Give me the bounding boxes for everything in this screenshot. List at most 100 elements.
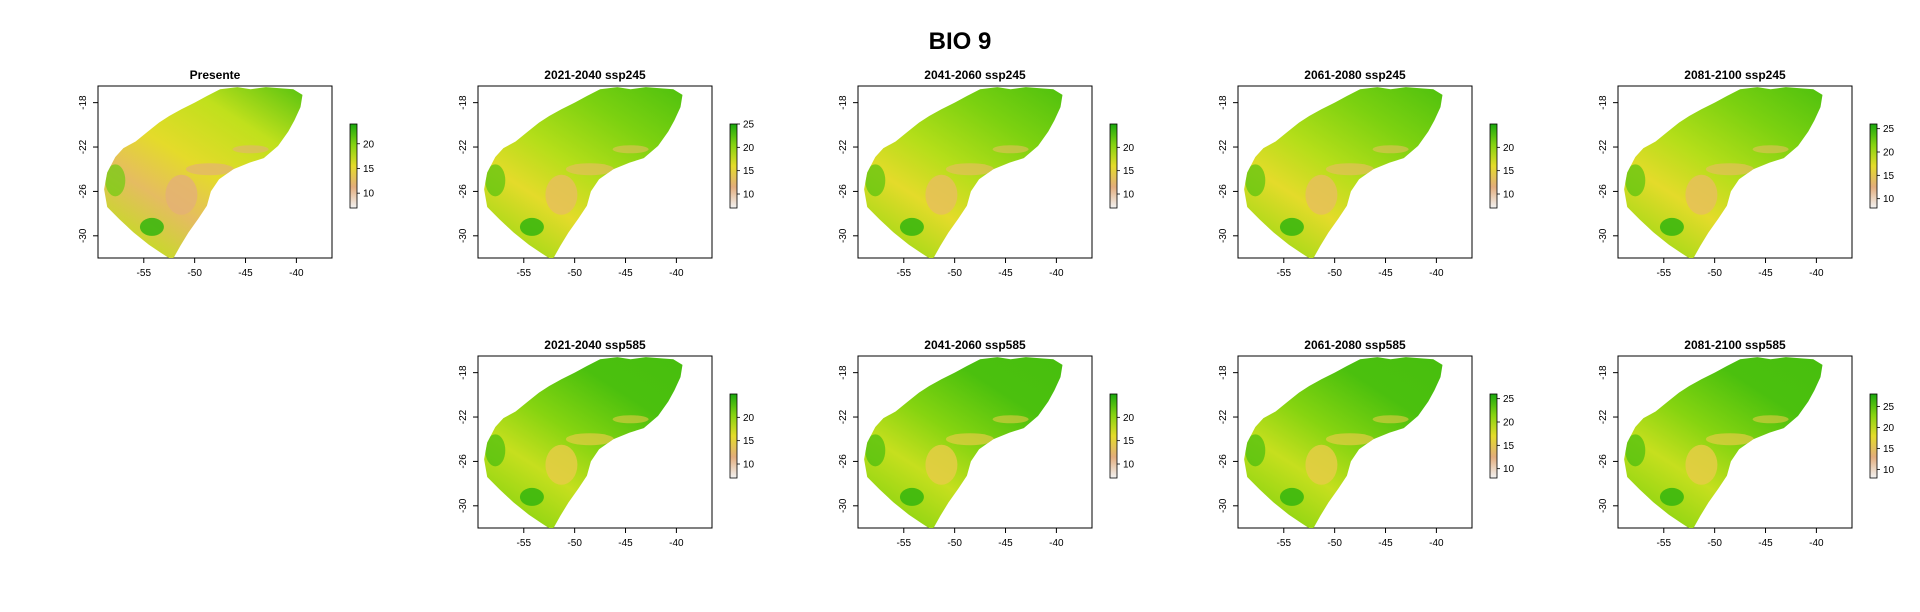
x-tick-label: -50 bbox=[567, 268, 582, 279]
panel-title: 2041-2060 ssp245 bbox=[924, 68, 1026, 82]
plot-frame bbox=[97, 85, 333, 259]
y-tick-label: -22 bbox=[1598, 139, 1609, 154]
legend-tick-label: 10 bbox=[1503, 464, 1515, 475]
x-tick-label: -55 bbox=[1277, 538, 1292, 549]
map-panel: 2081-2100 ssp585 -55 -50 -45 -40 -18 -22 -26 -30… bbox=[1578, 336, 1920, 566]
raster-layer bbox=[864, 87, 1063, 258]
y-tick-label: -18 bbox=[1218, 95, 1229, 110]
y-tick-label: -22 bbox=[458, 139, 469, 154]
legend-tick-label: 10 bbox=[1503, 190, 1515, 201]
x-tick-label: -45 bbox=[998, 538, 1013, 549]
y-tick-label: -18 bbox=[1598, 95, 1609, 110]
color-legend-bar bbox=[1489, 123, 1498, 209]
legend-tick-label: 20 bbox=[363, 139, 375, 150]
map-panel: 2081-2100 ssp245 -55 -50 -45 -40 -18 -22 -26 -30… bbox=[1578, 66, 1920, 296]
legend-tick-label: 10 bbox=[1123, 460, 1135, 471]
legend-tick-label: 15 bbox=[1503, 441, 1515, 452]
y-tick-label: -26 bbox=[838, 184, 849, 199]
legend-tick-label: 15 bbox=[1883, 171, 1895, 182]
y-tick-label: -26 bbox=[1218, 184, 1229, 199]
plot-frame bbox=[1237, 355, 1473, 529]
x-tick-label: -55 bbox=[1657, 538, 1672, 549]
legend-tick-label: 15 bbox=[363, 164, 375, 175]
map-plot: -55 -50 -45 -40 -18 -22 -26 -30 25 20 15 10 bbox=[1218, 355, 1515, 549]
x-tick-label: -45 bbox=[1378, 538, 1393, 549]
map-plot: -55 -50 -45 -40 -18 -22 -26 -30 20 15 10 bbox=[458, 355, 755, 549]
legend-tick-label: 15 bbox=[1123, 436, 1135, 447]
legend-tick-label: 15 bbox=[743, 166, 755, 177]
x-tick-label: -40 bbox=[1049, 268, 1064, 279]
legend-tick-label: 20 bbox=[1503, 143, 1515, 154]
x-tick-label: -45 bbox=[998, 268, 1013, 279]
x-tick-label: -40 bbox=[1049, 538, 1064, 549]
map-plot: -55 -50 -45 -40 -18 -22 -26 -30 25 20 15 10 bbox=[1598, 355, 1895, 549]
panel-title: 2021-2040 ssp585 bbox=[544, 338, 646, 352]
legend-tick-label: 20 bbox=[743, 413, 755, 424]
panel-title: 2081-2100 ssp245 bbox=[1684, 68, 1786, 82]
y-tick-label: -26 bbox=[1598, 184, 1609, 199]
y-tick-label: -26 bbox=[1218, 454, 1229, 469]
y-tick-label: -18 bbox=[1218, 365, 1229, 380]
legend-tick-label: 25 bbox=[743, 120, 755, 131]
map-panel: Presente -55 -50 -45 -40 -18 -22 -26 -30 20 15 10 bbox=[58, 66, 438, 296]
legend-tick-label: 15 bbox=[1503, 166, 1515, 177]
x-tick-label: -50 bbox=[947, 268, 962, 279]
x-tick-label: -45 bbox=[1758, 268, 1773, 279]
x-tick-label: -55 bbox=[897, 268, 912, 279]
color-legend-bar bbox=[1869, 123, 1878, 209]
y-tick-label: -26 bbox=[1598, 454, 1609, 469]
plot-frame bbox=[477, 85, 713, 259]
y-tick-label: -22 bbox=[1218, 139, 1229, 154]
panel-title: 2041-2060 ssp585 bbox=[924, 338, 1026, 352]
legend-tick-label: 20 bbox=[1503, 418, 1515, 429]
legend-tick-label: 10 bbox=[1883, 465, 1895, 476]
legend-tick-label: 10 bbox=[743, 460, 755, 471]
y-tick-label: -30 bbox=[838, 228, 849, 243]
x-tick-label: -40 bbox=[669, 538, 684, 549]
map-panel: 2061-2080 ssp245 -55 -50 -45 -40 -18 -22 -26 -30… bbox=[1198, 66, 1578, 296]
y-tick-label: -18 bbox=[458, 365, 469, 380]
panel-title: 2061-2080 ssp585 bbox=[1304, 338, 1406, 352]
legend-tick-label: 20 bbox=[1883, 423, 1895, 434]
color-legend-bar bbox=[349, 123, 358, 209]
y-tick-label: -30 bbox=[1598, 498, 1609, 513]
x-tick-label: -50 bbox=[947, 538, 962, 549]
x-tick-label: -50 bbox=[1327, 538, 1342, 549]
plot-frame bbox=[857, 85, 1093, 259]
color-legend-bar bbox=[1489, 393, 1498, 479]
y-tick-label: -18 bbox=[458, 95, 469, 110]
x-tick-label: -50 bbox=[187, 268, 202, 279]
legend-tick-label: 15 bbox=[1883, 444, 1895, 455]
y-tick-label: -22 bbox=[458, 409, 469, 424]
raster-layer bbox=[1244, 87, 1443, 258]
raster-layer bbox=[864, 357, 1063, 528]
panel-title: 2061-2080 ssp245 bbox=[1304, 68, 1406, 82]
y-tick-label: -18 bbox=[838, 365, 849, 380]
legend-tick-label: 15 bbox=[743, 436, 755, 447]
figure-title: BIO 9 bbox=[928, 28, 992, 55]
map-panel: 2021-2040 ssp245 -55 -50 -45 -40 -18 -22 -26 -30… bbox=[438, 66, 818, 296]
raster-layer bbox=[104, 87, 303, 258]
color-legend-bar bbox=[729, 393, 738, 479]
legend-tick-label: 20 bbox=[743, 143, 755, 154]
plot-frame bbox=[477, 355, 713, 529]
y-tick-label: -22 bbox=[1218, 409, 1229, 424]
plot-frame bbox=[1237, 85, 1473, 259]
plot-frame bbox=[1617, 355, 1853, 529]
y-tick-label: -26 bbox=[838, 454, 849, 469]
x-tick-label: -40 bbox=[1429, 538, 1444, 549]
color-legend-bar bbox=[1869, 393, 1878, 479]
y-tick-label: -26 bbox=[458, 184, 469, 199]
raster-layer bbox=[484, 357, 683, 528]
x-tick-label: -40 bbox=[1429, 268, 1444, 279]
y-tick-label: -26 bbox=[78, 184, 89, 199]
x-tick-label: -40 bbox=[289, 268, 304, 279]
x-tick-label: -55 bbox=[1277, 268, 1292, 279]
plot-frame bbox=[857, 355, 1093, 529]
y-tick-label: -30 bbox=[838, 498, 849, 513]
raster-layer bbox=[1624, 87, 1823, 258]
color-legend-bar bbox=[729, 123, 738, 209]
x-tick-label: -50 bbox=[1707, 268, 1722, 279]
x-tick-label: -50 bbox=[1327, 268, 1342, 279]
